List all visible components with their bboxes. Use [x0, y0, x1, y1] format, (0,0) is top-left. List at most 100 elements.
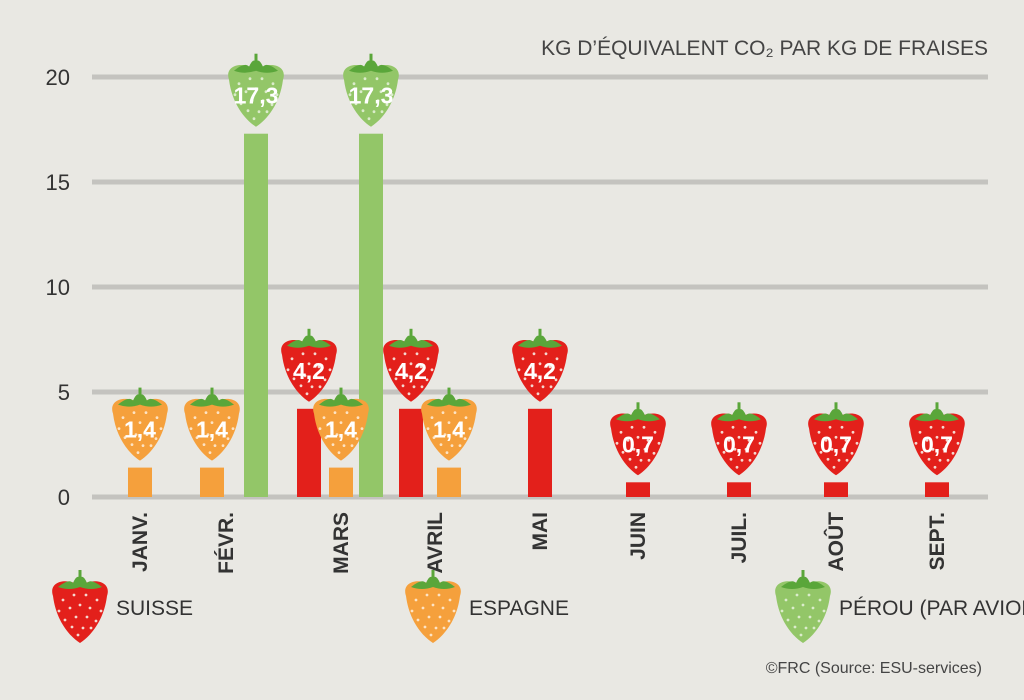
value-strawberry-suisse — [383, 328, 439, 402]
value-strawberry-perou-seed — [246, 109, 250, 113]
value-strawberry-suisse-seed — [409, 362, 413, 366]
value-strawberry-suisse-seed — [530, 384, 534, 388]
data-label-suisse: 0,7 — [921, 431, 953, 457]
legend-icon-suisse-seed — [74, 615, 78, 619]
value-strawberry-perou-seed — [348, 93, 352, 97]
legend-icon-perou-seed — [793, 625, 797, 629]
value-strawberry-perou-seed — [252, 117, 256, 121]
value-strawberry-espagne-seed — [154, 437, 158, 440]
data-label-suisse: 0,7 — [622, 431, 654, 457]
value-strawberry-perou-seed — [361, 109, 365, 113]
value-strawberry-suisse-seed — [394, 377, 398, 381]
data-label-suisse: 4,2 — [395, 358, 427, 384]
value-strawberry-suisse-seed — [758, 441, 762, 445]
value-strawberry-espagne-seed — [117, 427, 121, 430]
value-strawberry-perou-body — [228, 64, 284, 127]
value-strawberry-espagne-seed — [468, 427, 472, 430]
data-label-perou: 17,3 — [349, 83, 394, 109]
value-strawberry-perou-seed — [352, 82, 356, 86]
value-strawberry-espagne-seed — [447, 421, 451, 424]
value-strawberry-suisse-seed — [292, 377, 296, 381]
value-strawberry-suisse-seed — [628, 457, 632, 461]
value-strawberry-perou-seed — [365, 99, 369, 103]
value-strawberry-suisse-seed — [952, 430, 956, 434]
value-strawberry-suisse-seed — [647, 458, 651, 462]
value-strawberry-suisse-seed — [286, 368, 290, 372]
value-strawberry-suisse-seed — [425, 378, 429, 382]
value-strawberry-suisse-seed — [850, 451, 854, 455]
value-strawberry-perou-seed — [380, 110, 384, 114]
value-strawberry-suisse-seed — [399, 365, 403, 369]
value-strawberry-espagne-seed — [457, 424, 461, 427]
legend-icon-suisse-seed — [81, 626, 85, 630]
value-strawberry-suisse-seed — [735, 465, 739, 469]
legend-icon-espagne-seed — [434, 626, 438, 630]
value-strawberry-suisse-seed — [536, 392, 540, 396]
legend-icon-perou-seed — [795, 593, 799, 597]
value-strawberry-suisse-body — [711, 413, 767, 476]
value-strawberry-suisse-seed — [657, 441, 661, 445]
value-strawberry-espagne-seed — [121, 416, 125, 419]
value-strawberry-espagne-seed — [193, 416, 197, 419]
value-strawberry-suisse-seed — [290, 357, 294, 361]
bar-espagne — [329, 467, 353, 497]
value-strawberry-espagne — [421, 387, 477, 461]
value-strawberry-suisse-leaves — [518, 335, 562, 348]
value-strawberry-suisse-seed — [819, 450, 823, 454]
value-strawberry-suisse-seed — [643, 447, 647, 451]
value-strawberry-perou-stem — [369, 53, 373, 64]
value-strawberry-suisse-leaves — [915, 409, 959, 422]
value-strawberry-espagne-seed — [130, 443, 134, 446]
value-strawberry-suisse-leaves — [616, 409, 660, 422]
legend-icon-suisse-seed — [85, 615, 89, 619]
value-strawberry-espagne-seed — [206, 433, 210, 436]
legend-icon-espagne-leaves — [411, 576, 455, 589]
y-tick-label: 15 — [46, 170, 70, 195]
value-strawberry-suisse-seed — [951, 451, 955, 455]
data-label-espagne: 1,4 — [325, 417, 357, 443]
value-strawberry-espagne-seed — [213, 444, 217, 447]
value-strawberry-suisse-seed — [927, 457, 931, 461]
value-strawberry-perou-seed — [260, 77, 264, 81]
legend-icon-suisse-seed — [84, 593, 88, 597]
value-strawberry-espagne-seed — [432, 436, 436, 439]
legend-icon-espagne-seed — [438, 615, 442, 619]
value-strawberry-suisse — [909, 402, 965, 476]
data-label-espagne: 1,4 — [196, 417, 228, 443]
legend-icon-espagne-seed — [448, 598, 452, 602]
value-strawberry-suisse-seed — [914, 441, 918, 445]
value-strawberry-suisse-seed — [403, 352, 407, 356]
value-strawberry-suisse-stem — [636, 402, 640, 413]
data-label-suisse: 0,7 — [820, 431, 852, 457]
value-strawberry-perou-seed — [239, 102, 243, 106]
legend-icon-espagne-seed — [447, 619, 451, 623]
legend-icon-perou-body — [775, 581, 831, 643]
value-strawberry-suisse-seed — [314, 374, 318, 378]
value-strawberry-espagne-leaves — [118, 394, 162, 407]
legend-icon-espagne-body — [405, 581, 461, 643]
data-label-suisse: 0,7 — [723, 431, 755, 457]
value-strawberry-espagne-seed — [333, 411, 337, 414]
value-strawberry-espagne-seed — [339, 421, 343, 424]
legend-icon-espagne-seed — [429, 633, 433, 637]
value-strawberry-suisse-seed — [744, 447, 748, 451]
value-strawberry-suisse-leaves — [389, 335, 433, 348]
value-strawberry-suisse-seed — [720, 430, 724, 434]
legend-icon-espagne-seed — [441, 606, 445, 610]
value-strawberry-suisse-seed — [828, 425, 832, 429]
value-strawberry-suisse-seed — [517, 368, 521, 372]
value-strawberry-suisse-seed — [426, 357, 430, 361]
value-strawberry-suisse — [711, 402, 767, 476]
value-strawberry-espagne-seed — [210, 421, 214, 424]
value-strawberry-espagne-seed — [322, 416, 326, 419]
value-strawberry-suisse-seed — [642, 425, 646, 429]
y-tick-label: 0 — [58, 485, 70, 510]
value-strawberry-suisse-seed — [747, 438, 751, 442]
value-strawberry-suisse-seed — [416, 374, 420, 378]
value-strawberry-perou-seed — [275, 93, 279, 97]
value-strawberry-suisse-seed — [630, 425, 634, 429]
value-strawberry-perou-seed — [376, 99, 380, 103]
value-strawberry-espagne-seed — [217, 433, 221, 436]
